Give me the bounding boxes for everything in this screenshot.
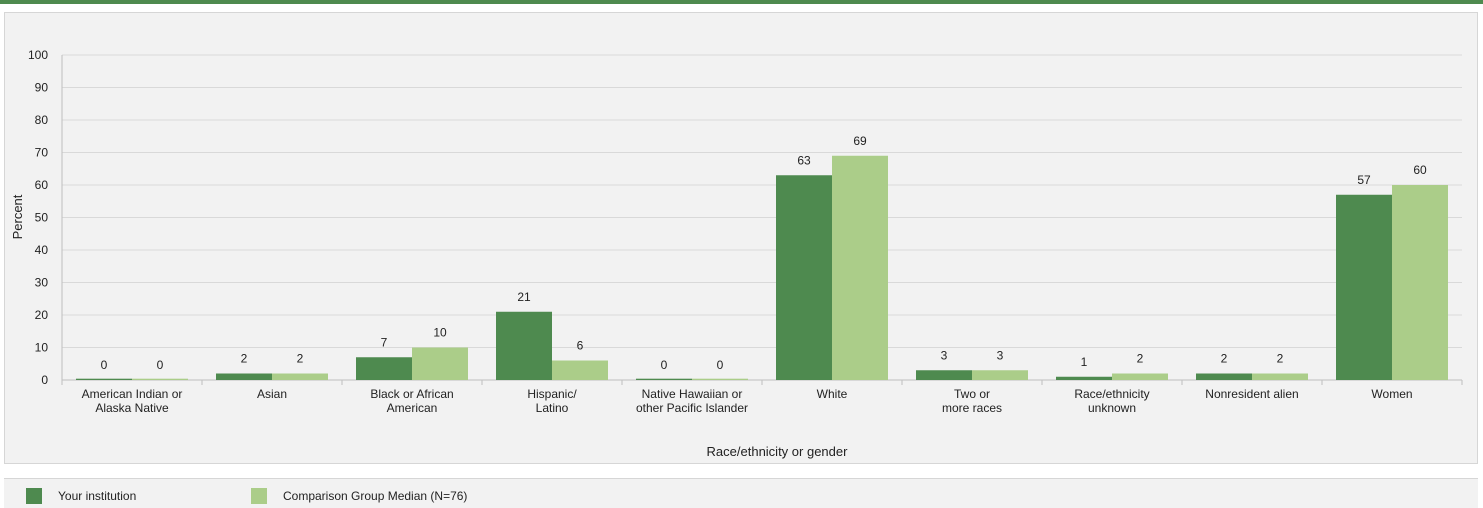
data-label-institution-9: 57 [1357,173,1371,187]
y-tick-label-10: 10 [35,341,49,355]
data-label-comparison-7: 2 [1137,352,1144,366]
category-label-8-0: Nonresident alien [1205,387,1298,401]
data-label-comparison-2: 10 [433,326,447,340]
category-label-1-0: Asian [257,387,287,401]
bar-institution-1 [216,373,272,380]
y-tick-label-90: 90 [35,81,49,95]
category-label-2-0: Black or African [370,387,453,401]
bar-institution-0 [76,378,132,380]
data-label-institution-8: 2 [1221,352,1228,366]
category-label-2-1: American [387,401,438,415]
category-label-9-0: Women [1371,387,1412,401]
data-label-institution-4: 0 [661,358,668,372]
bar-institution-9 [1336,194,1392,380]
category-label-4-0: Native Hawaiian or [642,387,743,401]
category-label-7-0: Race/ethnicity [1074,387,1149,401]
bar-comparison-0 [132,378,188,380]
y-tick-label-100: 100 [28,48,48,62]
category-label-3-1: Latino [536,401,569,415]
y-tick-label-60: 60 [35,178,49,192]
bar-institution-5 [776,175,832,380]
data-label-institution-5: 63 [797,153,811,167]
bar-comparison-6 [972,370,1028,380]
data-label-institution-2: 7 [381,335,388,349]
category-label-6-1: more races [942,401,1002,415]
legend-swatch-comparison-median [251,488,267,504]
data-label-comparison-3: 6 [577,339,584,353]
data-label-comparison-0: 0 [157,358,164,372]
bar-institution-7 [1056,376,1112,380]
y-axis-title: Percent [10,194,25,239]
x-axis-title: Race/ethnicity or gender [707,444,849,459]
data-label-comparison-6: 3 [997,348,1004,362]
y-tick-label-70: 70 [35,146,49,160]
bar-comparison-3 [552,360,608,380]
legend-item-your-institution: Your institution [26,488,136,504]
bar-comparison-8 [1252,373,1308,380]
bar-comparison-9 [1392,185,1448,380]
top-accent-bar [0,0,1483,4]
category-label-7-1: unknown [1088,401,1136,415]
data-label-comparison-1: 2 [297,352,304,366]
y-tick-label-40: 40 [35,243,49,257]
y-tick-label-30: 30 [35,276,49,290]
legend-swatch-your-institution [26,488,42,504]
bar-institution-2 [356,357,412,380]
gridlines [62,54,1462,381]
legend-label-your-institution: Your institution [58,489,137,503]
bar-comparison-7 [1112,373,1168,380]
data-label-institution-3: 21 [517,290,531,304]
legend-item-comparison-median: Comparison Group Median (N=76) [251,488,467,504]
category-label-0-1: Alaska Native [95,401,169,415]
category-label-5-0: White [817,387,848,401]
data-label-institution-1: 2 [241,352,248,366]
category-label-3-0: Hispanic/ [527,387,577,401]
y-tick-label-50: 50 [35,211,49,225]
bars [76,155,1448,380]
data-label-institution-0: 0 [101,358,108,372]
y-tick-label-0: 0 [41,373,48,387]
bar-comparison-1 [272,373,328,380]
data-label-comparison-5: 69 [853,134,867,148]
legend: Your institution Comparison Group Median… [4,478,1478,508]
data-label-institution-7: 1 [1081,355,1088,369]
bar-institution-4 [636,378,692,380]
category-label-0-0: American Indian or [82,387,183,401]
data-label-comparison-9: 60 [1413,163,1427,177]
bar-comparison-2 [412,347,468,380]
data-label-institution-6: 3 [941,348,948,362]
y-tick-label-20: 20 [35,308,49,322]
data-label-comparison-4: 0 [717,358,724,372]
category-label-4-1: other Pacific Islander [636,401,748,415]
legend-label-comparison-median: Comparison Group Median (N=76) [283,489,468,503]
data-label-comparison-8: 2 [1277,352,1284,366]
bar-institution-6 [916,370,972,380]
bar-comparison-4 [692,378,748,380]
y-tick-label-80: 80 [35,113,49,127]
bar-comparison-5 [832,155,888,380]
bar-institution-3 [496,311,552,380]
bar-institution-8 [1196,373,1252,380]
category-label-6-0: Two or [954,387,990,401]
